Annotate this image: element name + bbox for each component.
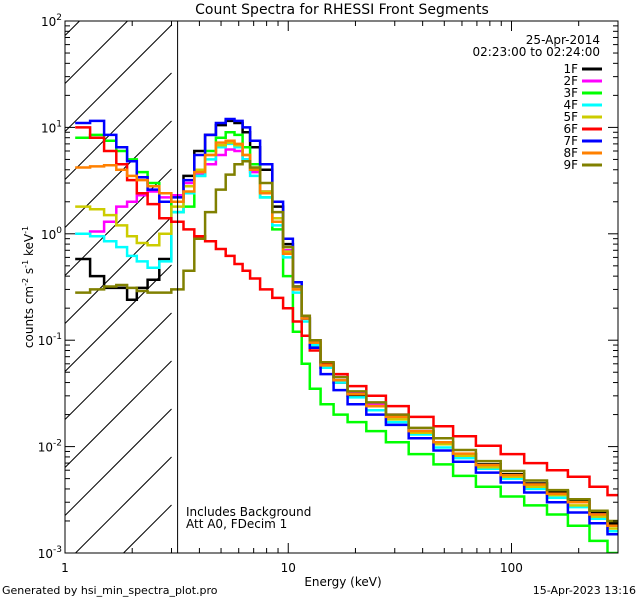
series-lines (75, 117, 618, 553)
axis-ticks (64, 20, 619, 554)
legend-label-2f: 2F (563, 74, 578, 88)
x-tick-label: 10 (281, 561, 296, 575)
hatch-line (64, 408, 172, 516)
chart-title: Count Spectra for RHESSI Front Segments (195, 2, 489, 18)
y-tick-label: 10-2 (38, 439, 62, 455)
hatch-line (64, 264, 172, 372)
x-tick-label: 100 (500, 561, 523, 575)
legend-label-5f: 5F (563, 110, 578, 124)
time-range-label: 02:23:00 to 02:24:00 (473, 45, 600, 59)
hatch-line (64, 20, 128, 84)
hatch-line (64, 312, 172, 420)
y-tick-labels: 102 101 100 10-1 10-2 10-3 (38, 13, 63, 561)
legend-label-9f: 9F (563, 158, 578, 172)
annotation-attenuator: Att A0, FDecim 1 (186, 517, 287, 531)
series-6f (75, 126, 618, 497)
y-axis-label: counts cm-2 s-1 keV-1 (21, 226, 36, 348)
y-tick-label: 101 (41, 119, 62, 135)
legend-label-8f: 8F (563, 146, 578, 160)
generator-credit: Generated by hsi_min_spectra_plot.pro (2, 584, 218, 597)
legend-label-1f: 1F (563, 62, 578, 76)
y-tick-label: 102 (41, 13, 62, 29)
plot-frame (64, 20, 619, 554)
y-tick-label: 10-1 (38, 332, 62, 348)
legend-label-4f: 4F (563, 98, 578, 112)
hatch-line (64, 24, 172, 132)
hatch-line (64, 20, 80, 36)
hatch-line (123, 504, 172, 554)
legend-label-7f: 7F (563, 134, 578, 148)
date-label: 25-Apr-2014 (526, 33, 600, 47)
series-9f (75, 160, 618, 523)
hatch-line (75, 456, 172, 554)
x-tick-label: 1 (61, 561, 69, 575)
x-axis-label: Energy (keV) (304, 575, 381, 589)
annotation-background: Includes Background (186, 505, 311, 519)
hatch-line (64, 360, 172, 468)
x-tick-labels: 1 10 100 (61, 561, 523, 575)
y-tick-label: 100 (41, 226, 62, 242)
legend-label-3f: 3F (563, 86, 578, 100)
below-threshold-hatch (64, 20, 172, 554)
hatch-line (64, 120, 172, 228)
y-tick-label: 10-3 (38, 545, 62, 561)
legend-label-6f: 6F (563, 122, 578, 136)
hatch-line (64, 72, 172, 180)
hatch-line (64, 216, 172, 324)
generation-date: 15-Apr-2023 13:16 (533, 584, 636, 597)
